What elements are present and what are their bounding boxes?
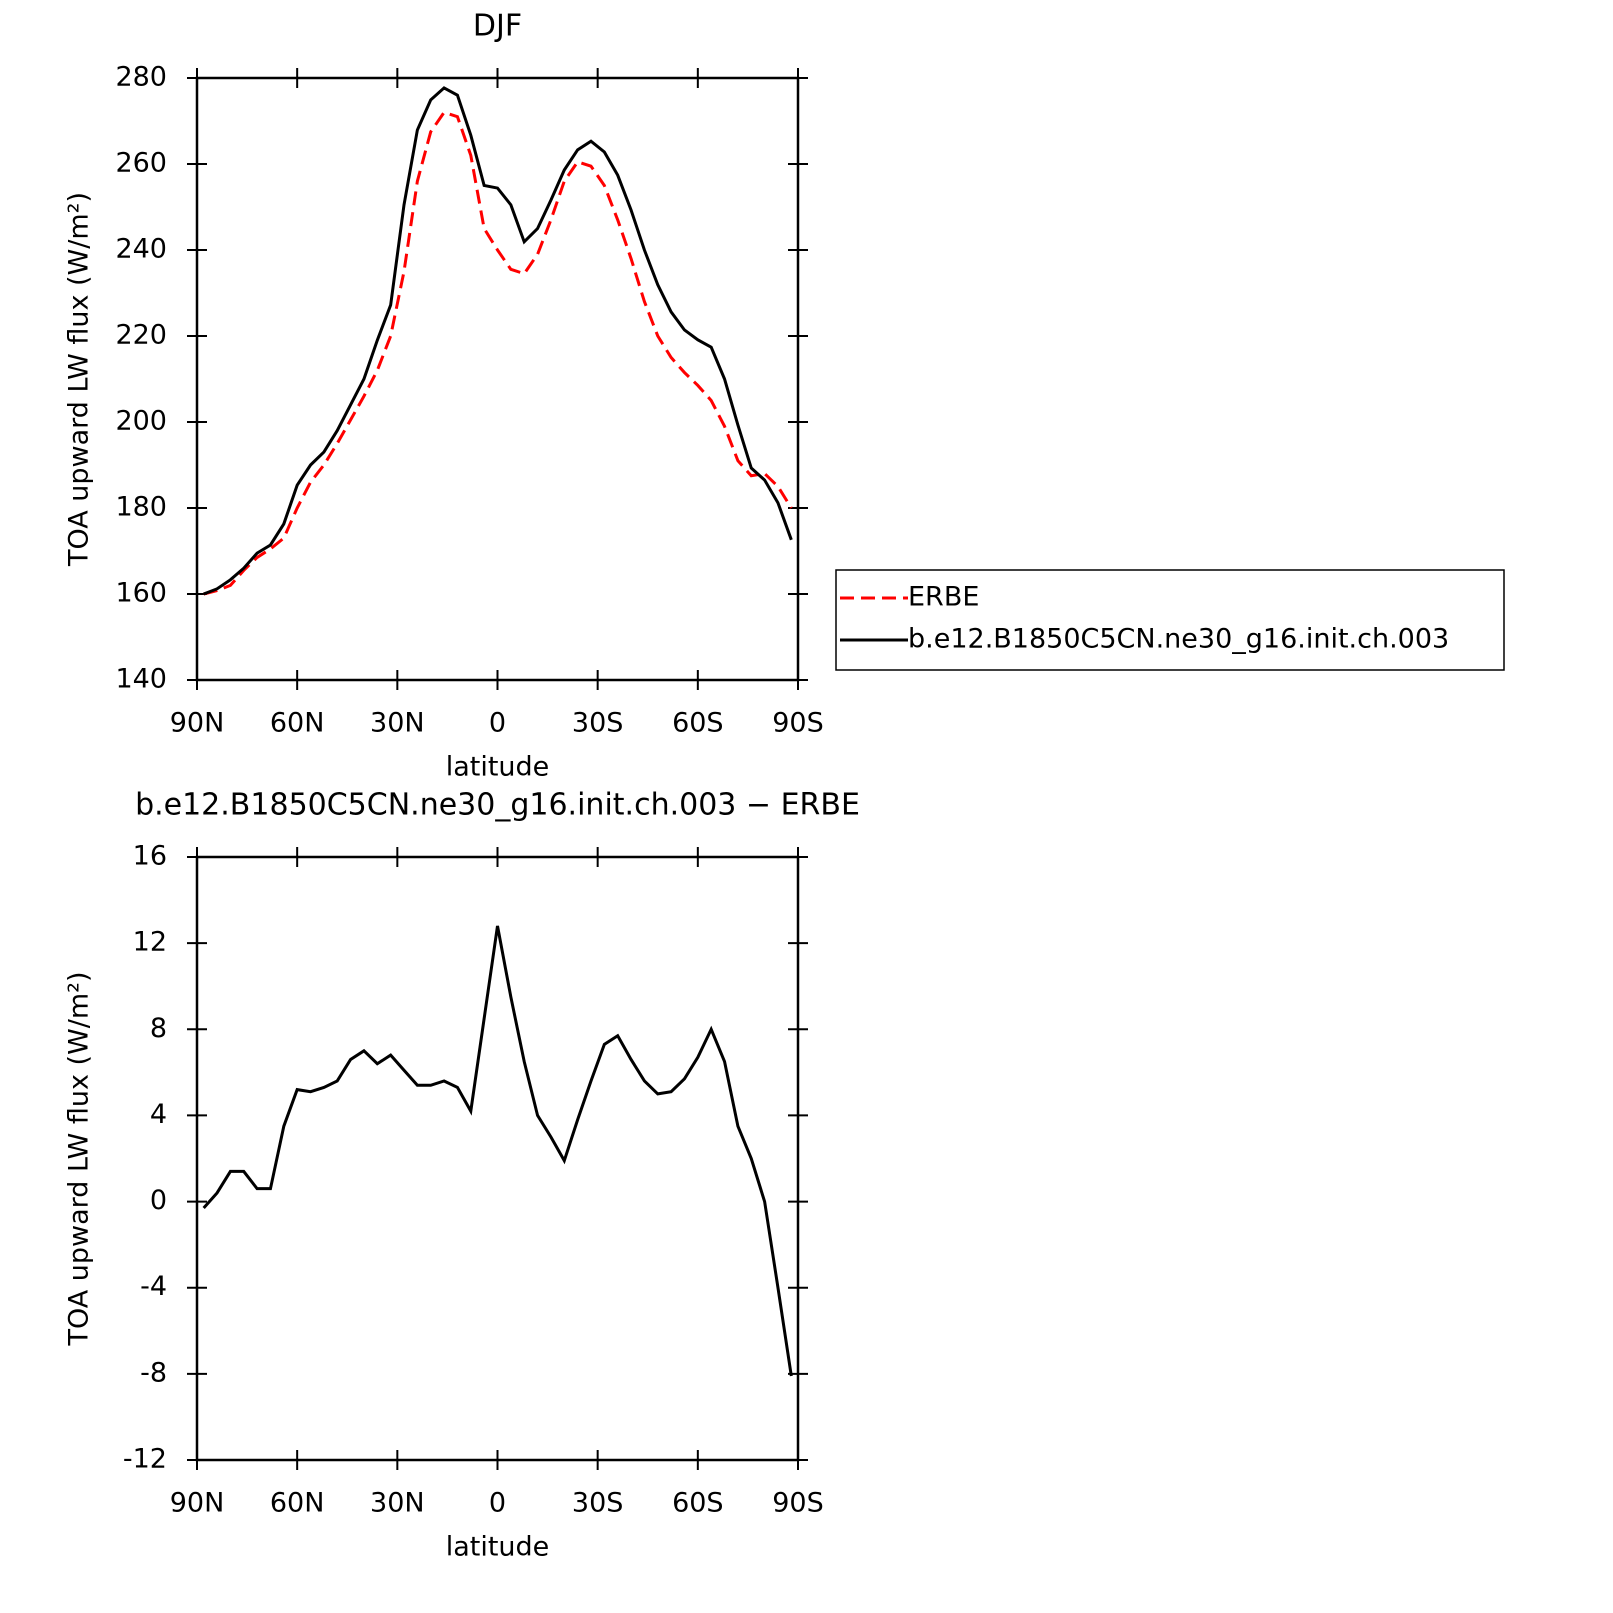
series-line bbox=[203, 110, 793, 596]
chart-title: DJF bbox=[473, 9, 522, 44]
y-tick-label: 200 bbox=[115, 406, 167, 437]
y-tick-label: 260 bbox=[115, 148, 167, 179]
x-tick-label: 30S bbox=[572, 1488, 624, 1519]
plot-frame bbox=[195, 855, 800, 1462]
y-tick-label: 0 bbox=[150, 1185, 167, 1216]
y-tick-label: 240 bbox=[115, 234, 167, 265]
x-tick-label: 90N bbox=[170, 708, 225, 739]
series-line bbox=[202, 925, 793, 1377]
x-tick-label: 0 bbox=[489, 1488, 506, 1519]
y-tick-label: 4 bbox=[150, 1099, 167, 1130]
legend-label: b.e12.B1850C5CN.ne30_g16.init.ch.003 bbox=[908, 624, 1449, 655]
series-line bbox=[203, 86, 793, 596]
legend-box bbox=[835, 569, 1505, 671]
x-tick-label: 60N bbox=[270, 708, 325, 739]
x-axis-label: latitude bbox=[446, 752, 550, 783]
x-tick-label: 60S bbox=[672, 708, 724, 739]
x-tick-label: 60S bbox=[672, 1488, 724, 1519]
x-tick-label: 60N bbox=[270, 1488, 325, 1519]
y-tick-label: 220 bbox=[115, 320, 167, 351]
chart-title: b.e12.B1850C5CN.ne30_g16.init.ch.003 − E… bbox=[135, 788, 860, 823]
x-axis-label: latitude bbox=[446, 1532, 550, 1563]
y-tick-label: 12 bbox=[133, 927, 167, 958]
x-tick-label: 30S bbox=[572, 708, 624, 739]
y-tick-label: -12 bbox=[123, 1444, 167, 1475]
y-tick-label: 140 bbox=[115, 664, 167, 695]
y-tick-label: -4 bbox=[140, 1271, 167, 1302]
y-axis-label: TOA upward LW flux (W/m²) bbox=[64, 971, 95, 1346]
x-tick-label: 90N bbox=[170, 1488, 225, 1519]
legend-label: ERBE bbox=[908, 582, 979, 613]
y-tick-label: 160 bbox=[115, 578, 167, 609]
y-tick-label: 16 bbox=[133, 841, 167, 872]
y-tick-label: -8 bbox=[140, 1357, 167, 1388]
y-tick-label: 8 bbox=[150, 1013, 167, 1044]
plot-frame bbox=[195, 76, 800, 682]
y-axis-label: TOA upward LW flux (W/m²) bbox=[64, 192, 95, 567]
x-tick-label: 0 bbox=[489, 708, 506, 739]
x-tick-label: 30N bbox=[370, 1488, 425, 1519]
y-tick-label: 180 bbox=[115, 492, 167, 523]
x-tick-label: 30N bbox=[370, 708, 425, 739]
x-tick-label: 90S bbox=[772, 708, 824, 739]
y-tick-label: 280 bbox=[115, 62, 167, 93]
x-tick-label: 90S bbox=[772, 1488, 824, 1519]
